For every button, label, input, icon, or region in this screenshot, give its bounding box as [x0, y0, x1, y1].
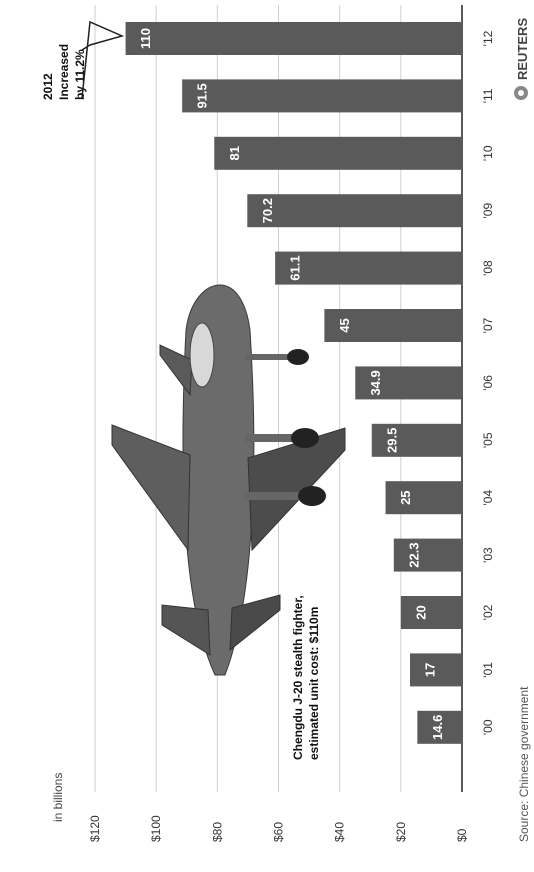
caption-line-1: Chengdu J-20 stealth fighter, [291, 595, 305, 760]
annotation: 2012 Increased by 11.2% [41, 44, 87, 100]
tick-label: $0 [455, 828, 469, 842]
reuters-logo: REUTERS [514, 18, 530, 100]
annotation-line-2: Increased [57, 44, 71, 100]
year-label: '01 [481, 662, 495, 678]
year-label: '11 [481, 88, 495, 103]
tick-label: $100 [149, 815, 163, 842]
reuters-brand: REUTERS [515, 18, 530, 80]
bar [371, 423, 462, 457]
tick-label: $20 [394, 822, 408, 842]
jet-wing-lower [247, 427, 346, 552]
caption-line-2: estimated unit cost: $110m [307, 607, 321, 760]
source-label: Source: Chinese government [517, 686, 531, 842]
bar [417, 710, 462, 744]
year-label: '04 [481, 490, 495, 506]
year-label: '06 [481, 375, 495, 391]
jet-tail-lower [229, 594, 281, 652]
jet-wheel-main-1 [298, 486, 326, 506]
bar-value-label: 29.5 [384, 428, 399, 453]
bar [214, 136, 462, 170]
bar-value-label: 20 [413, 605, 428, 619]
year-label: '00 [481, 719, 495, 735]
jet-tail-upper [161, 604, 211, 656]
jet-illustration [111, 284, 346, 676]
jet-gear-rear [245, 434, 300, 442]
jet-wing-upper [111, 424, 191, 552]
tick-label: $40 [333, 822, 347, 842]
bar [400, 596, 462, 629]
year-labels: '00 '01 '02 '03 '04 '05 '06 '07 '08 '09 '10 '11 '12 [481, 30, 495, 735]
bar-value-label: 34.9 [368, 370, 383, 395]
axis-ticks: $0 $20 $40 $60 $80 $100 $120 [88, 815, 469, 842]
bar-value-label: 81 [227, 146, 242, 160]
year-label: '08 [481, 260, 495, 276]
year-label: '09 [481, 203, 495, 219]
bar [247, 194, 462, 228]
bar-value-label: 61.1 [288, 255, 303, 280]
year-label: '12 [481, 30, 495, 46]
tick-label: $80 [210, 822, 224, 842]
jet-cockpit [189, 322, 215, 388]
year-label: '07 [481, 317, 495, 333]
annotation-line-1: 2012 [41, 73, 55, 100]
bar-value-label: 25 [398, 490, 413, 504]
year-label: '02 [481, 604, 495, 620]
bar-value-label: 91.5 [195, 83, 210, 108]
bar-value-label: 22.3 [406, 542, 421, 567]
year-label: '03 [481, 547, 495, 563]
year-label: '05 [481, 432, 495, 448]
bar-value-label: 14.6 [430, 715, 445, 740]
caption: Chengdu J-20 stealth fighter, estimated … [291, 595, 321, 760]
bar [410, 653, 462, 687]
tick-label: $60 [272, 822, 286, 842]
annotation-leader [81, 20, 125, 99]
bar-value-label: 70.2 [260, 198, 275, 223]
bar [182, 79, 462, 113]
year-label: '10 [481, 145, 495, 161]
bar [355, 366, 462, 400]
bar [275, 251, 462, 285]
tick-label: $120 [88, 815, 102, 842]
bars: 14.6 17 20 22.3 25 29.5 34.9 45 61.1 70.2 81 91.5 11… [125, 22, 462, 744]
jet-wheel-nose [287, 349, 309, 365]
jet-gear-main [245, 492, 305, 500]
jet-wheel-main-2 [291, 428, 319, 448]
bar [385, 481, 462, 515]
bar [125, 22, 462, 55]
unit-label: in billions [51, 773, 65, 822]
bar-value-label: 17 [423, 663, 438, 677]
bar [324, 309, 462, 342]
bar-value-label: 45 [337, 318, 352, 332]
bar [393, 538, 462, 572]
bar-value-label: 110 [138, 28, 153, 49]
jet-gear-nose [245, 354, 293, 360]
